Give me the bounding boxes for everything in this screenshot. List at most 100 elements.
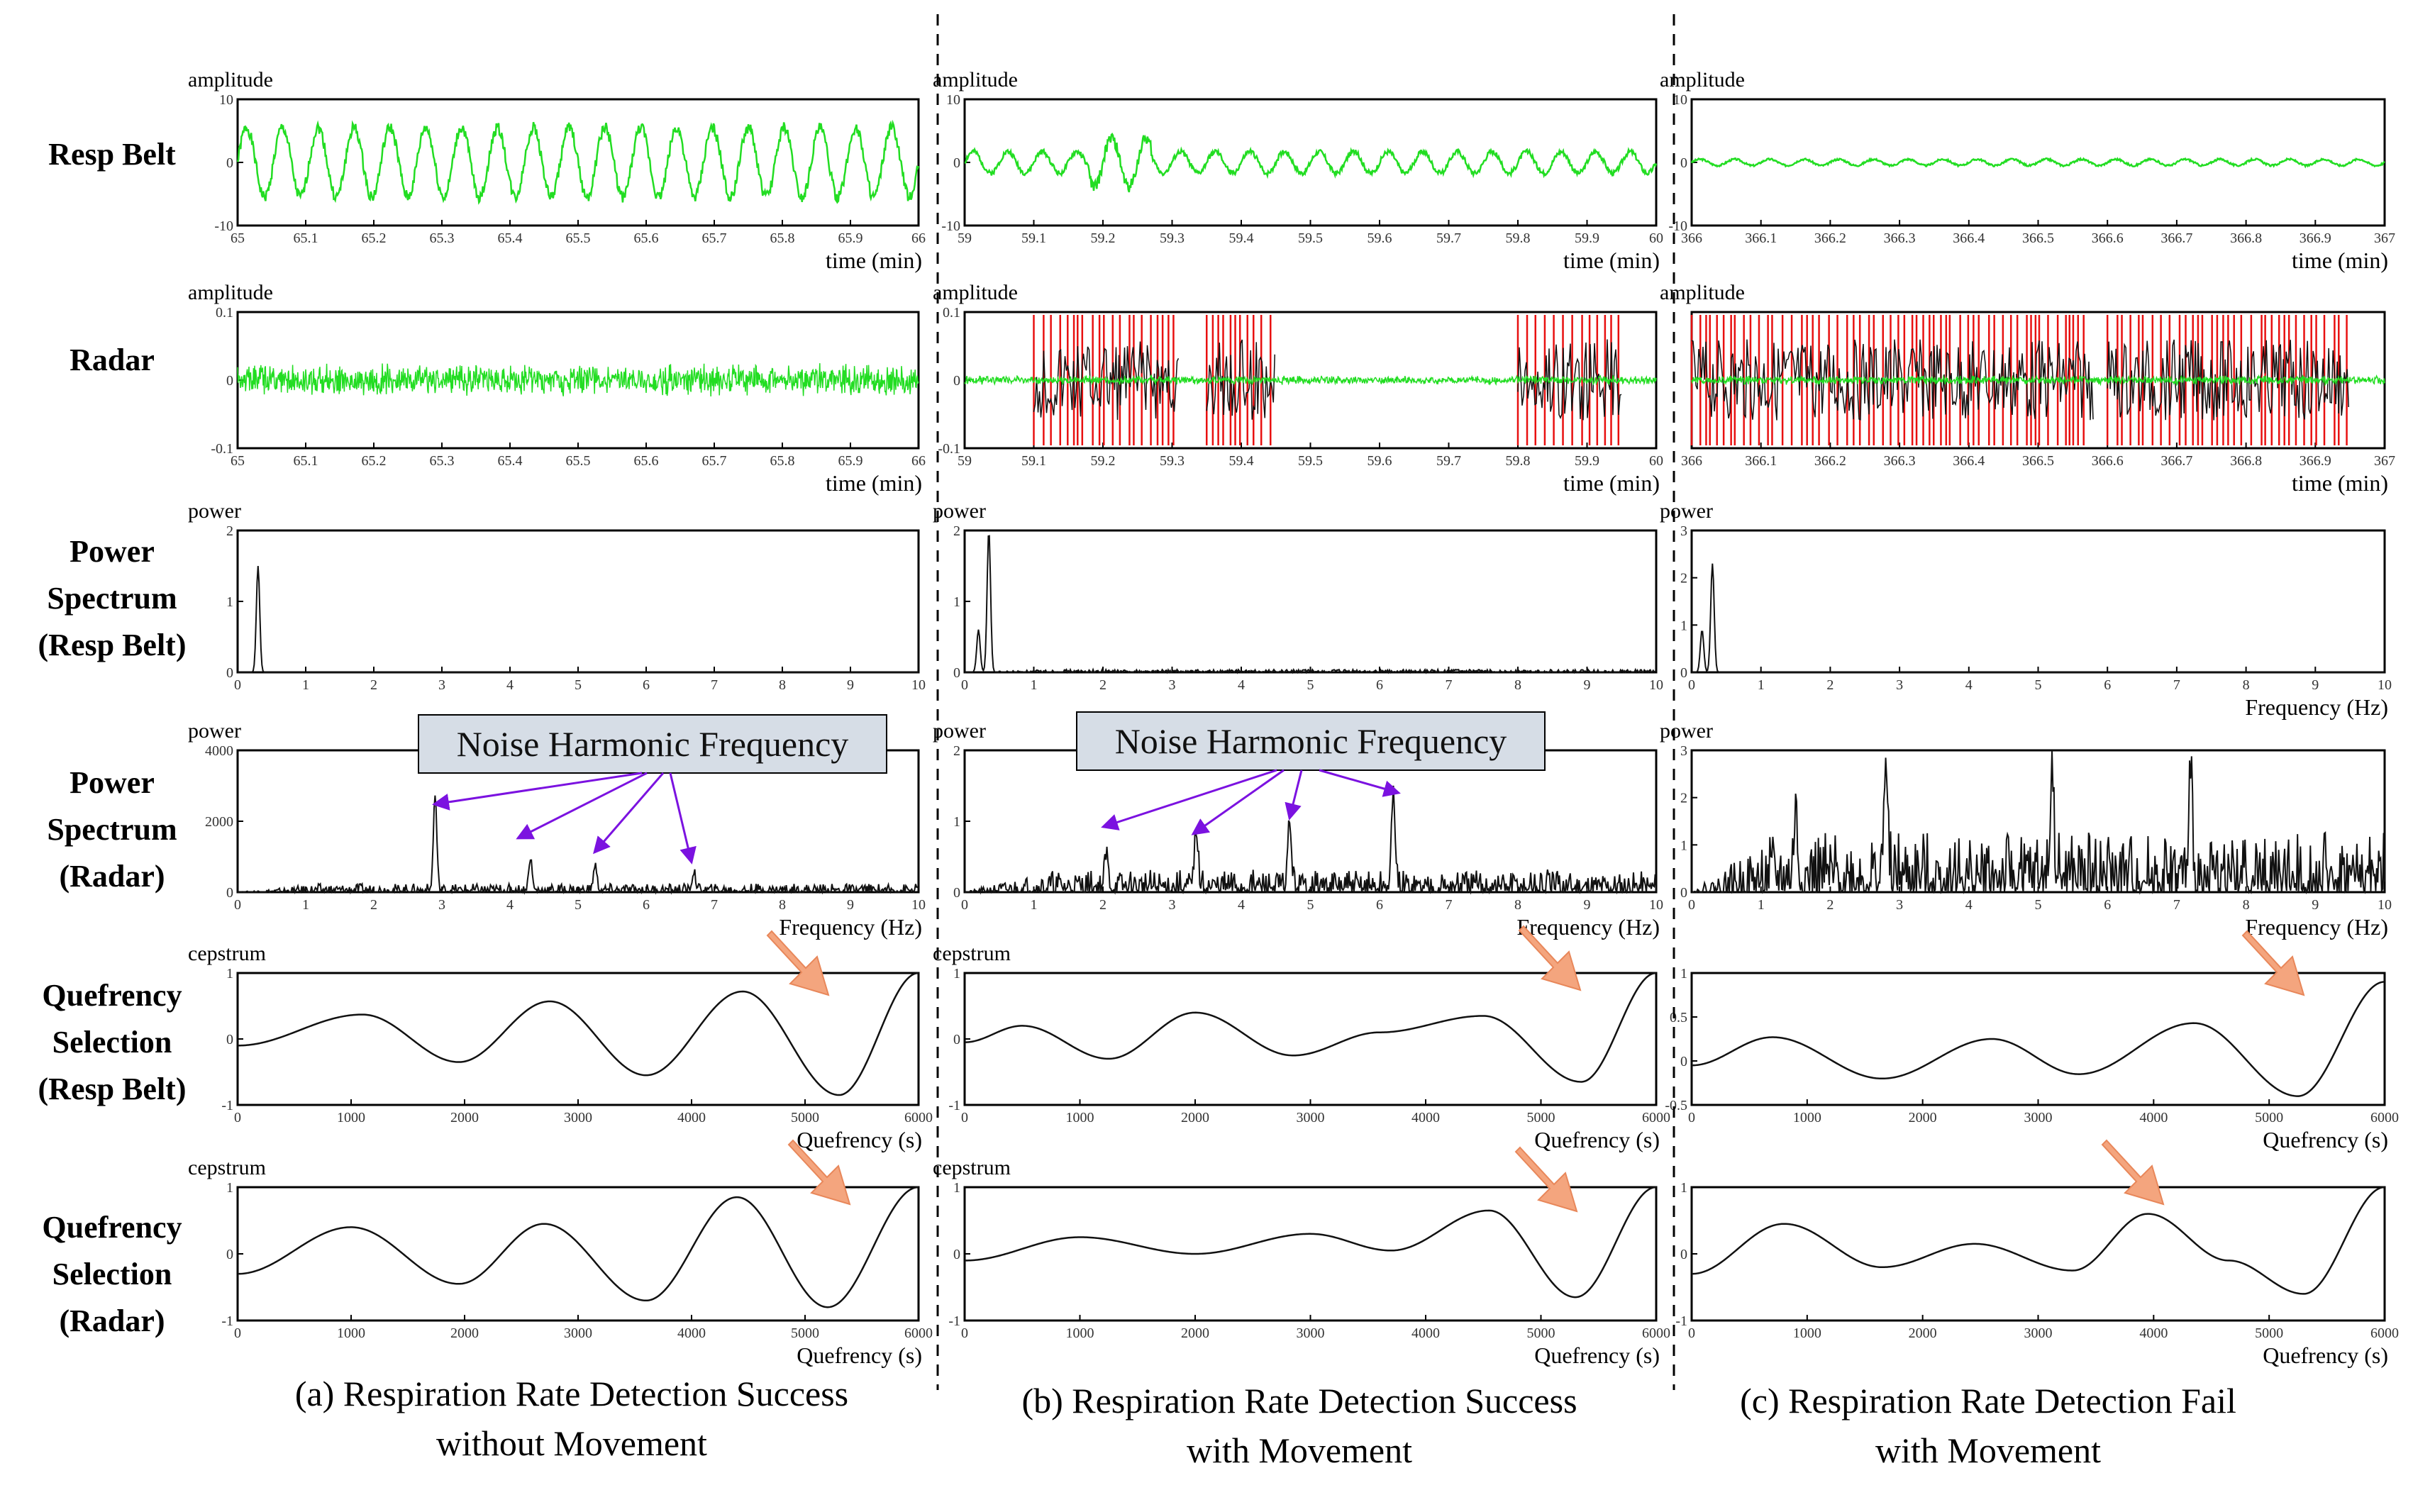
row-label: Selection [52,1025,172,1060]
y-axis-label: cepstrum [933,942,1011,965]
x-tick-label: 9 [847,897,854,913]
x-tick-label: 5 [1307,897,1314,913]
column-caption: with Movement [1187,1430,1412,1470]
y-axis-label: amplitude [188,68,273,91]
movement-trace [1517,339,1622,421]
y-tick-label: -1 [221,1313,233,1329]
y-axis-label: amplitude [188,281,273,304]
x-tick-label: 5 [1307,677,1314,693]
x-tick-label: 1000 [337,1110,365,1125]
x-tick-label: 10 [911,897,926,913]
x-tick-label: 10 [1649,897,1663,913]
y-tick-label: 1 [1680,1180,1687,1196]
spectrum-trace [238,565,919,673]
x-tick-label: 8 [2243,677,2250,693]
y-tick-label: -1 [948,1313,960,1329]
column-caption: (c) Respiration Rate Detection Fail [1740,1381,2236,1421]
x-tick-label: 6000 [2370,1110,2399,1125]
noise-harmonic-callout: Noise Harmonic Frequency [1076,711,1546,835]
chart-radar-b: 59 59.1 59.2 59.3 59.4 59.5 59.6 59.7 59.8 59.9 60… [933,281,1663,496]
x-tick-label: 1 [302,677,309,693]
x-tick-label: 9 [2312,897,2319,913]
cepstrum-trace [1691,981,2385,1097]
movement-trace [1691,339,2094,421]
movement-trace [2107,339,2349,421]
x-tick-label: 8 [1514,677,1521,693]
row-label: Power [70,534,155,569]
signal-trace [964,132,1658,193]
x-tick-label: 65.8 [770,230,795,246]
x-tick-label: 6 [2104,897,2111,913]
y-tick-label: 3 [1680,743,1687,759]
x-tick-label: 3000 [564,1110,592,1125]
spectrum-trace [237,795,919,895]
cepstrum-trace [237,1186,919,1308]
x-tick-label: 0 [1688,897,1695,913]
chart-radar-a: 65 65.1 65.2 65.3 65.4 65.5 65.6 65.7 65.8 65.9 66… [188,281,926,496]
callout-label: Noise Harmonic Frequency [1115,721,1507,761]
y-tick-label: 0 [953,1247,960,1262]
x-tick-label: 366.5 [2022,453,2054,469]
x-tick-label: 65.6 [634,453,659,469]
y-tick-label: 1 [1680,838,1687,853]
y-tick-label: 1 [953,814,960,830]
x-tick-label: 10 [1649,677,1663,693]
x-tick-label: 10 [2378,897,2392,913]
x-tick-label: 3 [1896,897,1903,913]
x-tick-label: 4 [506,897,514,913]
y-tick-label: 0 [226,373,233,389]
y-tick-label: 0 [1680,1247,1687,1262]
plot-frame [236,1186,920,1322]
peak-pointer-arrow [1514,1146,1578,1213]
x-tick-label: 366.9 [2300,453,2331,469]
peak-pointer-arrow [2101,1139,2165,1206]
x-tick-label: 7 [2173,677,2180,693]
y-tick-label: 0 [953,373,960,389]
chart-cep-belt-b: 0 1000 2000 3000 4000 5000 600010-1cepstrumQue… [933,942,1670,1152]
x-tick-label: 59.3 [1160,453,1185,469]
x-tick-label: 59.1 [1021,453,1046,469]
x-tick-label: 366.3 [1884,453,1916,469]
x-tick-label: 366.9 [2300,230,2331,246]
x-tick-label: 59.8 [1506,453,1531,469]
x-tick-label: 65.9 [838,453,863,469]
y-tick-label: -10 [1668,218,1687,234]
x-axis-label: time (min) [826,470,922,496]
cepstrum-trace [964,1186,1657,1299]
x-tick-label: 0 [234,677,241,693]
x-tick-label: 65.7 [702,230,727,246]
x-tick-label: 2000 [1181,1110,1209,1125]
y-tick-label: 0 [1680,1054,1687,1069]
y-axis-label: power [1660,719,1713,743]
x-tick-label: 6 [2104,677,2111,693]
y-tick-label: 1 [953,966,960,982]
x-tick-label: 59.1 [1021,230,1046,246]
x-tick-label: 5000 [1527,1325,1555,1341]
x-tick-label: 65.5 [566,230,591,246]
harmonic-arrow [1285,769,1303,821]
x-tick-label: 65 [231,230,245,246]
x-tick-label: 59.6 [1368,453,1392,469]
plot-frame [1690,1186,2386,1322]
x-tick-label: 4 [1965,677,1973,693]
column-dividers [936,14,1675,1390]
chart-cep-belt-a: 0 1000 2000 3000 4000 5000 600010-1cepstrumQue… [188,942,933,1152]
x-tick-label: 7 [2173,897,2180,913]
x-axis-label: Quefrency (s) [1534,1127,1660,1152]
x-tick-label: 9 [2312,677,2319,693]
x-tick-label: 3000 [1297,1325,1325,1341]
y-tick-label: 1 [953,1180,960,1196]
x-tick-label: 59.8 [1506,230,1531,246]
y-tick-label: 1 [226,966,233,982]
y-tick-label: 2 [953,743,960,759]
x-tick-label: 59.4 [1229,453,1254,469]
y-tick-label: 0.5 [1670,1010,1687,1025]
x-tick-label: 366.4 [1953,453,1985,469]
y-tick-label: -10 [214,218,233,234]
x-tick-label: 366 [1681,230,1702,246]
x-tick-label: 3 [438,677,445,693]
y-tick-label: 10 [219,92,233,108]
